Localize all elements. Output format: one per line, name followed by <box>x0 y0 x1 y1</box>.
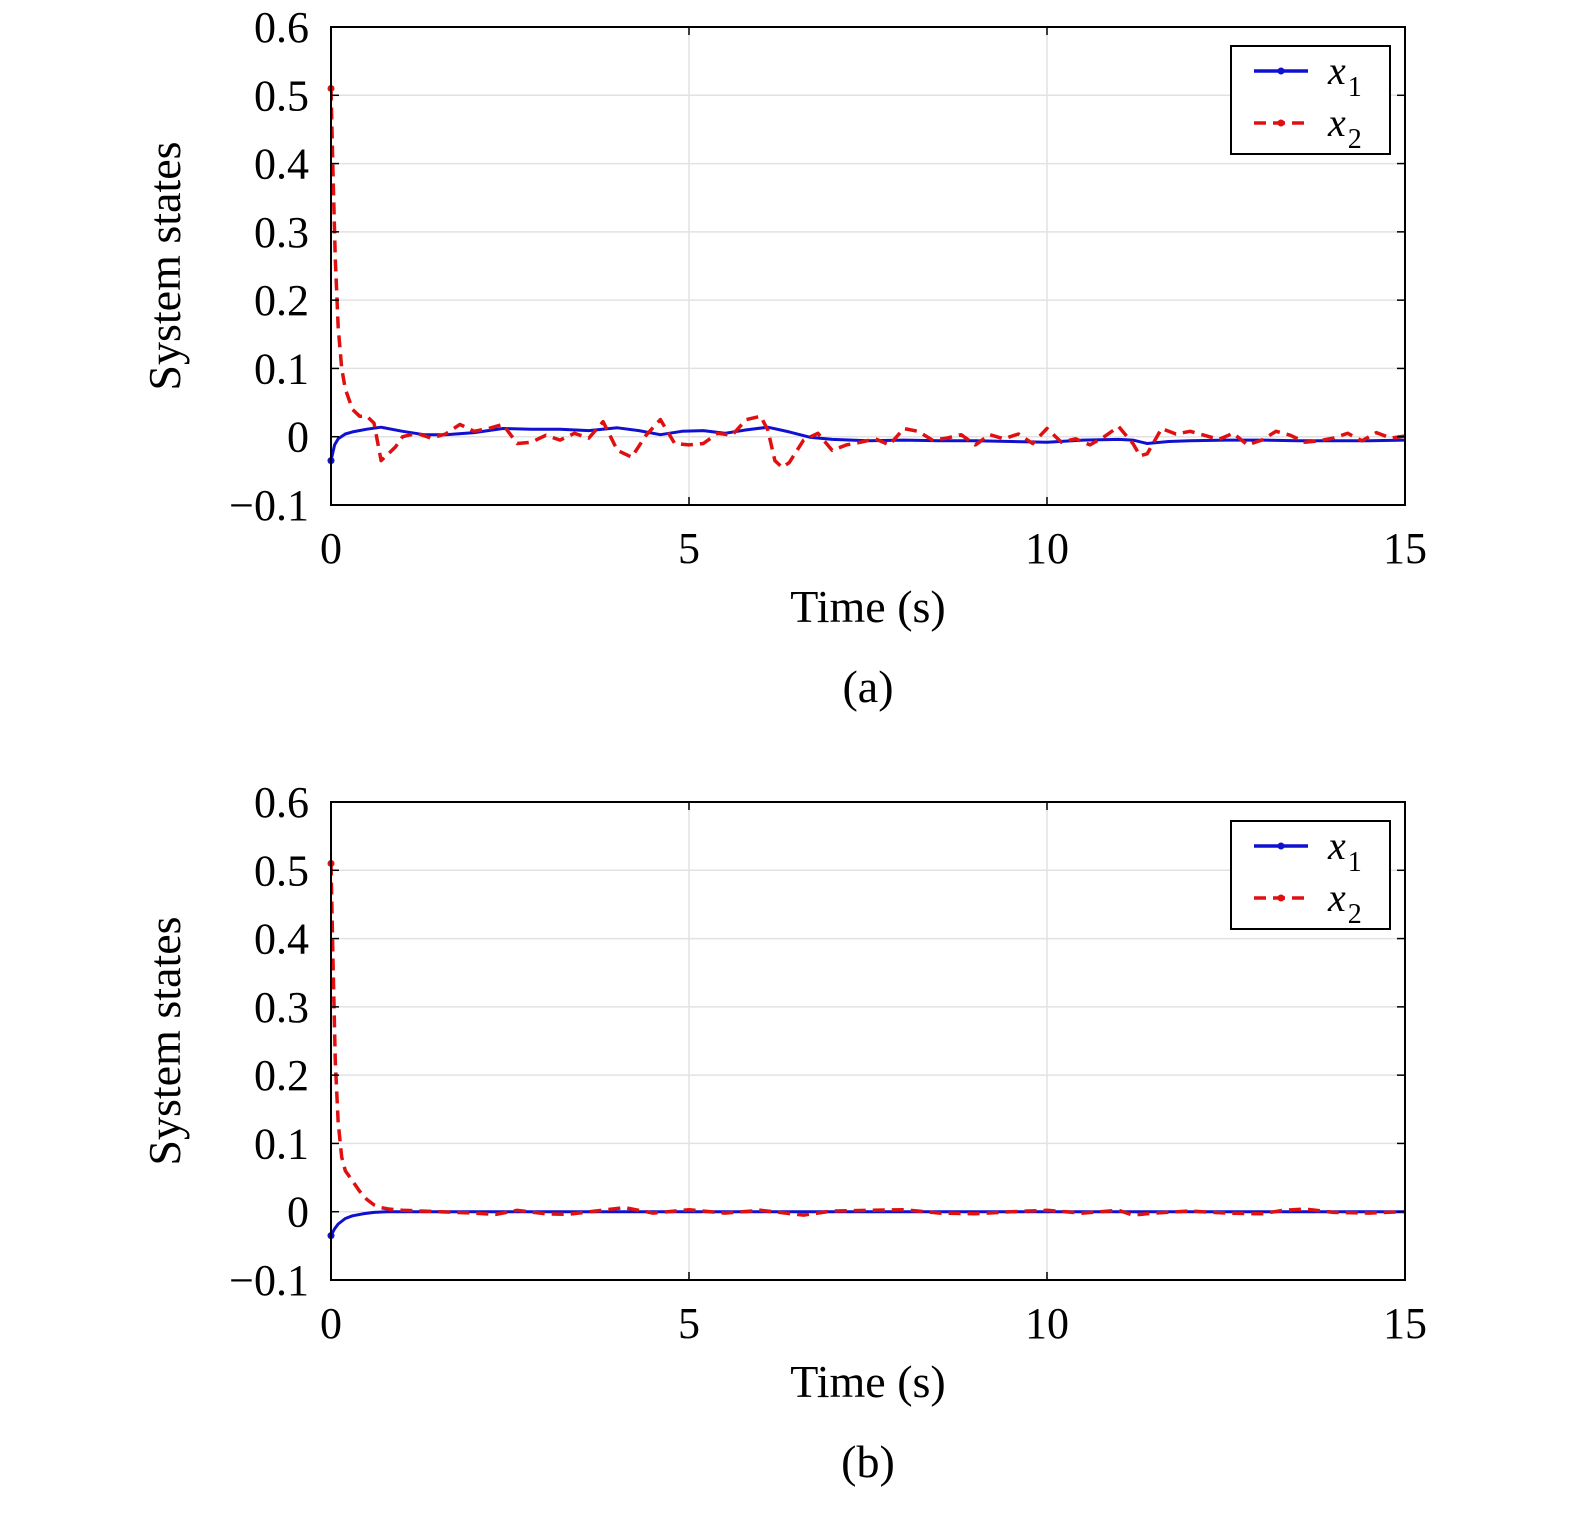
y-tick-label: 0.3 <box>254 208 309 257</box>
x-axis-label: Time (s) <box>790 581 946 632</box>
x-tick-label: 0 <box>320 1299 342 1348</box>
series-group-a <box>331 88 1405 470</box>
legend-marker-x2 <box>1277 894 1285 902</box>
series-group-b <box>331 863 1405 1237</box>
x-tick-label: 15 <box>1383 1299 1427 1348</box>
plot-frame-b <box>330 801 1406 1281</box>
panel-caption: (b) <box>841 1436 895 1487</box>
legend-label-subscript: 2 <box>1348 124 1362 155</box>
chart-panel-a: 0 5 10 15 −0.1 0 0.1 0.2 0.3 0.4 0.5 0.6 Time (s) Sys… <box>0 0 1575 740</box>
series-line-x2 <box>331 863 1405 1217</box>
legend-box <box>1230 45 1391 155</box>
y-tick-label: 0.3 <box>254 983 309 1032</box>
y-tick-label: 0 <box>287 1188 309 1237</box>
y-tick-label: −0.1 <box>229 1256 309 1305</box>
y-axis-label: System states <box>139 141 190 390</box>
x-tick-label: 5 <box>678 1299 700 1348</box>
chart-panel-b: 0 5 10 15 −0.1 0 0.1 0.2 0.3 0.4 0.5 0.6 Time (s) Sys… <box>0 775 1575 1515</box>
legend-label-subscript: 1 <box>1348 847 1362 878</box>
x-tick-label: 10 <box>1025 524 1069 573</box>
y-tick-label: −0.1 <box>229 481 309 530</box>
x-tick-label: 15 <box>1383 524 1427 573</box>
x-tick-label: 5 <box>678 524 700 573</box>
legend-marker-x1 <box>1277 842 1285 850</box>
y-tick-label: 0.1 <box>254 344 309 393</box>
y-tick-label: 0.2 <box>254 1051 309 1100</box>
plot-frame-a <box>330 26 1406 506</box>
legend-label-subscript: 1 <box>1348 72 1362 103</box>
series-line-x1 <box>331 425 1405 461</box>
legend-marker-x1 <box>1277 67 1285 75</box>
y-tick-label: 0.4 <box>254 140 309 189</box>
y-tick-label: 0.6 <box>254 3 309 52</box>
y-axis-label: System states <box>139 916 190 1165</box>
panel-caption: (a) <box>842 661 893 712</box>
legend-label-subscript: 2 <box>1348 899 1362 930</box>
y-tick-label: 0 <box>287 413 309 462</box>
series-line-x1 <box>331 1210 1405 1237</box>
legend-marker-x2 <box>1277 119 1285 127</box>
legend-box <box>1230 820 1391 930</box>
series-line-x2 <box>331 88 1405 470</box>
x-axis-label: Time (s) <box>790 1356 946 1407</box>
x-tick-label: 0 <box>320 524 342 573</box>
y-tick-label: 0.2 <box>254 276 309 325</box>
y-tick-label: 0.4 <box>254 915 309 964</box>
y-tick-label: 0.5 <box>254 846 309 895</box>
y-tick-label: 0.6 <box>254 778 309 827</box>
x-tick-label: 10 <box>1025 1299 1069 1348</box>
y-tick-label: 0.5 <box>254 71 309 120</box>
y-tick-label: 0.1 <box>254 1119 309 1168</box>
